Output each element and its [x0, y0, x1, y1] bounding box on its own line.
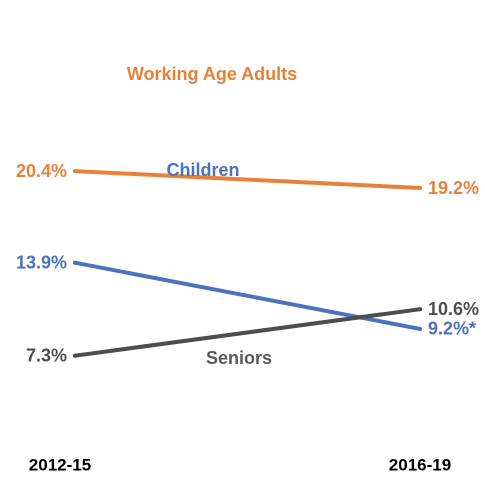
series-name-seniors: Seniors [206, 348, 272, 368]
data-point-children-1 [418, 326, 422, 331]
value-label-seniors-1: 10.6% [428, 299, 479, 319]
series-name-children: Children [166, 160, 239, 180]
series-names: Working Age Adults Children Seniors [127, 64, 297, 368]
value-label-working-age-adults-0: 20.4% [16, 161, 67, 181]
x-tick-label-0: 2012-15 [29, 455, 91, 474]
series-name-working-age-adults: Working Age Adults [127, 64, 297, 84]
data-point-working-age-adults-0 [73, 169, 77, 174]
data-point-children-0 [73, 260, 77, 265]
series-line-children [73, 260, 422, 331]
value-label-seniors-0: 7.3% [26, 345, 67, 365]
value-labels: 20.4% 19.2% 13.9% 9.2%* 7.3% 10.6% [16, 161, 479, 366]
series-lines [73, 169, 422, 358]
x-axis-ticks: 2012-15 2016-19 [29, 455, 451, 474]
data-point-working-age-adults-1 [418, 186, 422, 191]
data-point-seniors-0 [73, 353, 77, 358]
x-tick-label-1: 2016-19 [389, 455, 451, 474]
value-label-children-0: 13.9% [16, 252, 67, 272]
series-line-working-age-adults [73, 169, 422, 191]
value-label-working-age-adults-1: 19.2% [428, 178, 479, 198]
value-label-children-1: 9.2%* [428, 319, 476, 339]
series-line-seniors [73, 307, 422, 358]
data-point-seniors-1 [418, 307, 422, 312]
